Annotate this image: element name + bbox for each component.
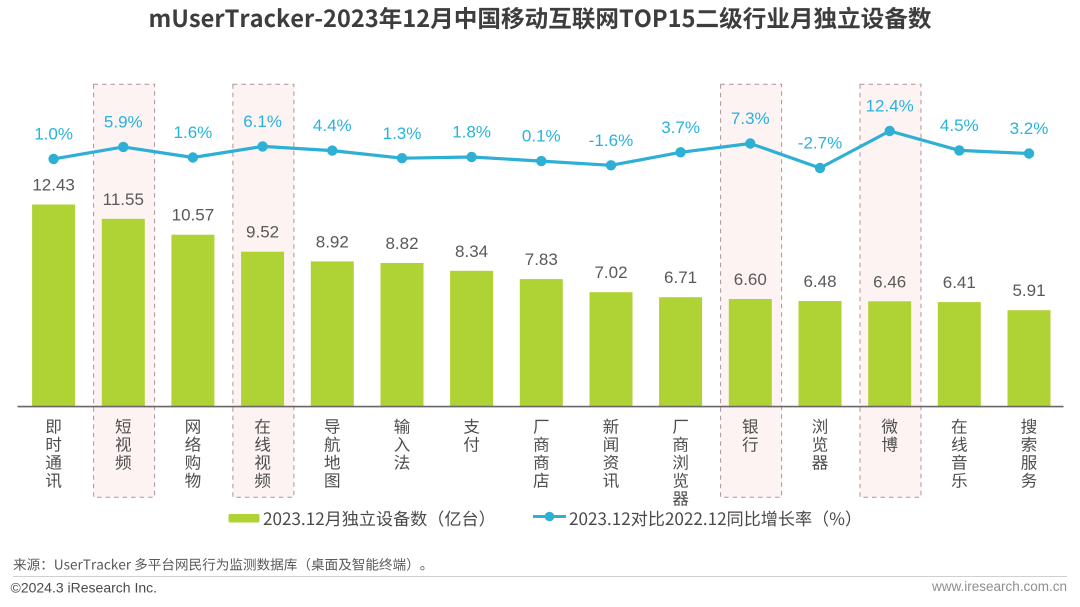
svg-text:4.4%: 4.4%	[313, 116, 352, 135]
svg-text:5.91: 5.91	[1012, 281, 1045, 300]
svg-text:-1.6%: -1.6%	[589, 131, 633, 150]
svg-text:6.1%: 6.1%	[243, 112, 282, 131]
svg-text:7.83: 7.83	[525, 250, 558, 269]
svg-text:1.3%: 1.3%	[383, 124, 422, 143]
svg-text:3.7%: 3.7%	[661, 118, 700, 137]
svg-text:6.48: 6.48	[803, 272, 836, 291]
svg-text:6.41: 6.41	[943, 273, 976, 292]
svg-text:8.92: 8.92	[316, 232, 349, 251]
svg-text:0.1%: 0.1%	[522, 127, 561, 146]
svg-text:6.60: 6.60	[734, 270, 767, 289]
svg-text:1.0%: 1.0%	[34, 125, 73, 144]
svg-text:6.46: 6.46	[873, 272, 906, 291]
svg-text:9.52: 9.52	[246, 223, 279, 242]
svg-text:7.02: 7.02	[594, 263, 627, 282]
svg-text:©2024.3 iResearch Inc.: ©2024.3 iResearch Inc.	[11, 580, 158, 596]
svg-text:8.82: 8.82	[385, 234, 418, 253]
svg-text:7.3%: 7.3%	[731, 109, 770, 128]
svg-text:5.9%: 5.9%	[104, 113, 143, 132]
svg-text:4.5%: 4.5%	[940, 116, 979, 135]
svg-text:1.6%: 1.6%	[174, 123, 213, 142]
svg-text:3.2%: 3.2%	[1010, 119, 1049, 138]
svg-text:1.8%: 1.8%	[452, 123, 491, 142]
svg-text:12.4%: 12.4%	[866, 97, 914, 116]
svg-text:11.55: 11.55	[103, 190, 144, 209]
svg-text:-2.7%: -2.7%	[798, 134, 842, 153]
svg-text:10.57: 10.57	[172, 206, 215, 225]
svg-text:www.iresearch.com.cn: www.iresearch.com.cn	[931, 579, 1067, 594]
svg-text:6.71: 6.71	[664, 268, 697, 287]
svg-text:8.34: 8.34	[455, 242, 488, 261]
svg-text:12.43: 12.43	[32, 176, 75, 195]
